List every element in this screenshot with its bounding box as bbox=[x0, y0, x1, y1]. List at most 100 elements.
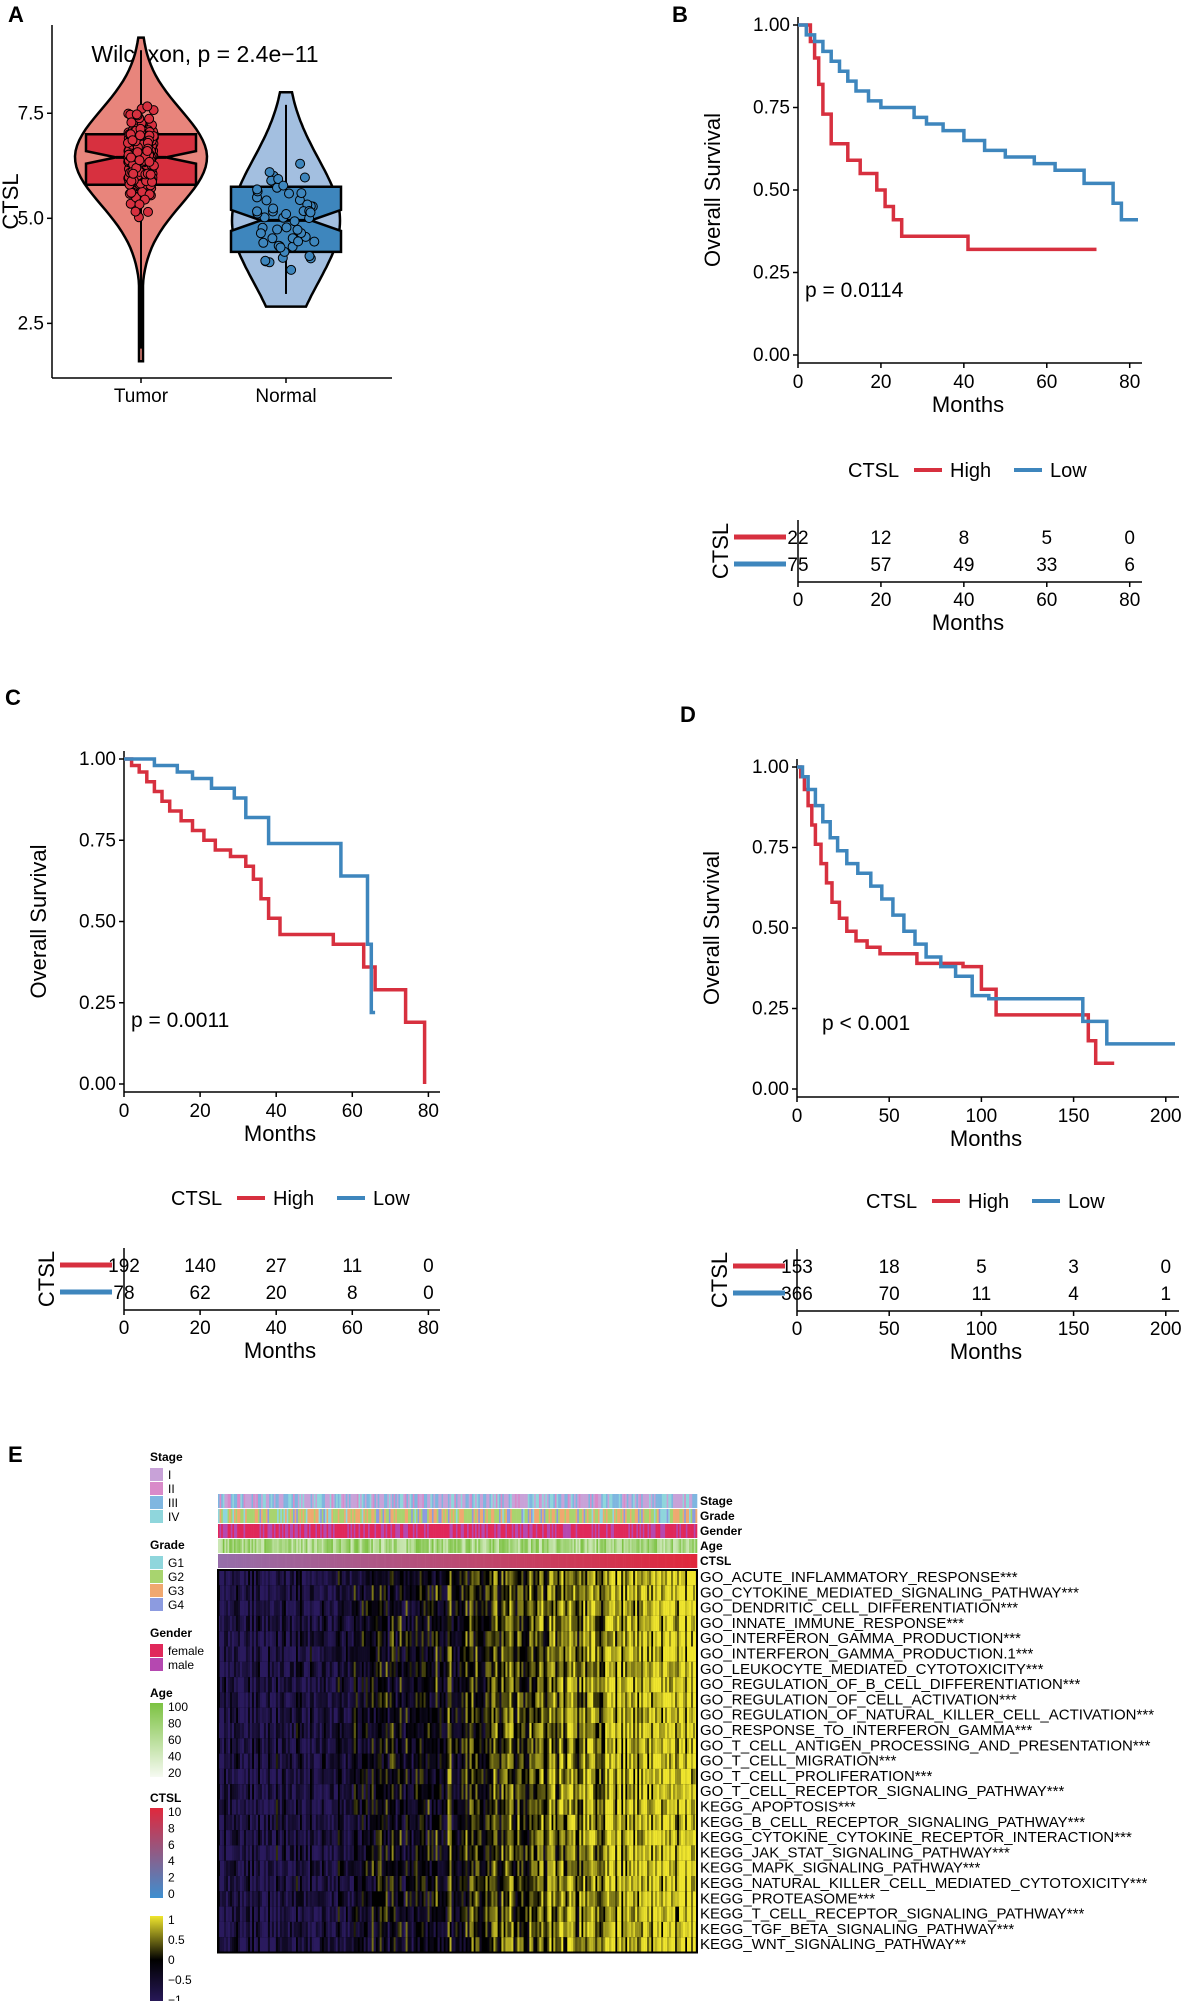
heatmap-cell bbox=[321, 1585, 324, 1601]
heatmap-cell bbox=[283, 1585, 287, 1601]
heatmap-cell bbox=[443, 1631, 446, 1647]
heatmap-cell bbox=[461, 1906, 464, 1922]
heatmap-cell bbox=[443, 1615, 446, 1632]
y-tick-label: 1.00 bbox=[752, 757, 789, 778]
heatmap-cell bbox=[291, 1799, 295, 1815]
heatmap-cell bbox=[283, 1723, 287, 1739]
heatmap-cell bbox=[303, 1921, 307, 1938]
heatmap-cell bbox=[313, 1830, 316, 1846]
heatmap-cell bbox=[477, 1646, 480, 1662]
heatmap-cell bbox=[243, 1845, 247, 1861]
heatmap-cell bbox=[371, 1906, 374, 1922]
heatmap-cell bbox=[473, 1784, 476, 1800]
heatmap-cell bbox=[225, 1845, 229, 1861]
heatmap-cell bbox=[427, 1600, 430, 1616]
heatmap-cell bbox=[387, 1570, 390, 1586]
heatmap-cell bbox=[469, 1876, 472, 1892]
heatmap-cell bbox=[319, 1876, 322, 1892]
data-point bbox=[272, 224, 283, 235]
heatmap-cell bbox=[231, 1692, 235, 1708]
heatmap-cell bbox=[289, 1906, 293, 1922]
heatmap-cell bbox=[281, 1891, 285, 1907]
heatmap-cell bbox=[301, 1830, 305, 1846]
heatmap-cell bbox=[281, 1585, 285, 1601]
heatmap-cell bbox=[337, 1646, 340, 1662]
heatmap-cell bbox=[245, 1830, 249, 1846]
heatmap-cell bbox=[323, 1677, 326, 1693]
heatmap-cell bbox=[283, 1876, 287, 1892]
heatmap-cell bbox=[419, 1738, 422, 1754]
heatmap-cell bbox=[409, 1753, 412, 1769]
heatmap-cell bbox=[245, 1646, 249, 1662]
heatmap-cell bbox=[327, 1677, 330, 1693]
heatmap-cell bbox=[397, 1677, 400, 1693]
heatmap-cell bbox=[341, 1937, 344, 1953]
heatmap-cell bbox=[285, 1814, 289, 1831]
heatmap-cell bbox=[347, 1845, 350, 1861]
heatmap-cell bbox=[261, 1784, 265, 1800]
heatmap-cell bbox=[261, 1646, 265, 1662]
p-value-text: p = 0.0011 bbox=[131, 1009, 229, 1032]
heatmap-cell bbox=[247, 1631, 251, 1647]
heatmap-cell bbox=[365, 1631, 368, 1647]
heatmap-cell bbox=[395, 1585, 398, 1601]
heatmap-cell bbox=[367, 1830, 370, 1846]
heatmap-cell bbox=[469, 1906, 472, 1922]
heatmap-cell bbox=[421, 1570, 424, 1586]
heatmap-cell bbox=[381, 1723, 384, 1739]
heatmap-cell bbox=[317, 1600, 320, 1616]
heatmap-cell bbox=[329, 1814, 332, 1831]
heatmap-cell bbox=[345, 1570, 348, 1586]
heatmap-cell bbox=[283, 1646, 287, 1662]
risk-x-tick-label: 150 bbox=[1058, 1319, 1090, 1340]
heatmap-cell bbox=[443, 1799, 446, 1815]
heatmap-cell bbox=[399, 1585, 402, 1601]
heatmap-cell bbox=[427, 1845, 430, 1861]
heatmap-cell bbox=[459, 1738, 462, 1754]
heatmap-cell bbox=[297, 1768, 301, 1785]
heatmap-cell bbox=[447, 1615, 450, 1632]
heatmap-cell bbox=[453, 1814, 456, 1831]
data-point bbox=[275, 242, 286, 253]
heatmap-cell bbox=[373, 1631, 376, 1647]
heatmap-cell bbox=[291, 1615, 295, 1632]
heatmap-cell bbox=[335, 1768, 338, 1785]
heatmap-cell bbox=[233, 1600, 237, 1616]
heatmap-cell bbox=[385, 1677, 388, 1693]
heatmap-cell bbox=[373, 1814, 376, 1831]
heatmap-cell bbox=[279, 1921, 283, 1938]
heatmap-cell bbox=[305, 1723, 309, 1739]
heatmap-cell bbox=[399, 1876, 402, 1892]
heatmap-cell bbox=[417, 1570, 420, 1586]
heatmap-cell bbox=[433, 1600, 436, 1616]
heatmap-cell bbox=[431, 1661, 434, 1678]
heatmap-cell bbox=[377, 1814, 380, 1831]
heatmap-cell bbox=[313, 1738, 316, 1754]
heatmap-cell bbox=[409, 1646, 412, 1662]
risk-table-count: 22 bbox=[787, 528, 808, 549]
heatmap-cell bbox=[409, 1891, 412, 1907]
heatmap-cell bbox=[255, 1784, 259, 1800]
heatmap-cell bbox=[333, 1876, 336, 1892]
heatmap-cell bbox=[431, 1600, 434, 1616]
heatmap-cell bbox=[333, 1661, 336, 1678]
heatmap-cell bbox=[365, 1692, 368, 1708]
heatmap-cell bbox=[220, 1738, 223, 1754]
heatmap-cell bbox=[233, 1814, 237, 1831]
heatmap-cell bbox=[447, 1814, 450, 1831]
heatmap-cell bbox=[259, 1615, 263, 1632]
data-point bbox=[261, 195, 272, 206]
data-point bbox=[292, 224, 303, 235]
heatmap-cell bbox=[313, 1768, 316, 1785]
heatmap-cell bbox=[271, 1891, 275, 1907]
heatmap-cell bbox=[267, 1768, 271, 1785]
heatmap-cell bbox=[413, 1600, 416, 1616]
x-axis-title: Months bbox=[244, 1121, 316, 1146]
x-tick-label: 40 bbox=[953, 372, 974, 393]
heatmap-cell bbox=[323, 1738, 326, 1754]
heatmap-cell bbox=[237, 1661, 241, 1678]
heatmap-cell bbox=[381, 1921, 384, 1938]
heatmap-cell bbox=[279, 1570, 283, 1586]
heatmap-cell bbox=[245, 1707, 249, 1723]
heatmap-cell bbox=[487, 1937, 490, 1953]
